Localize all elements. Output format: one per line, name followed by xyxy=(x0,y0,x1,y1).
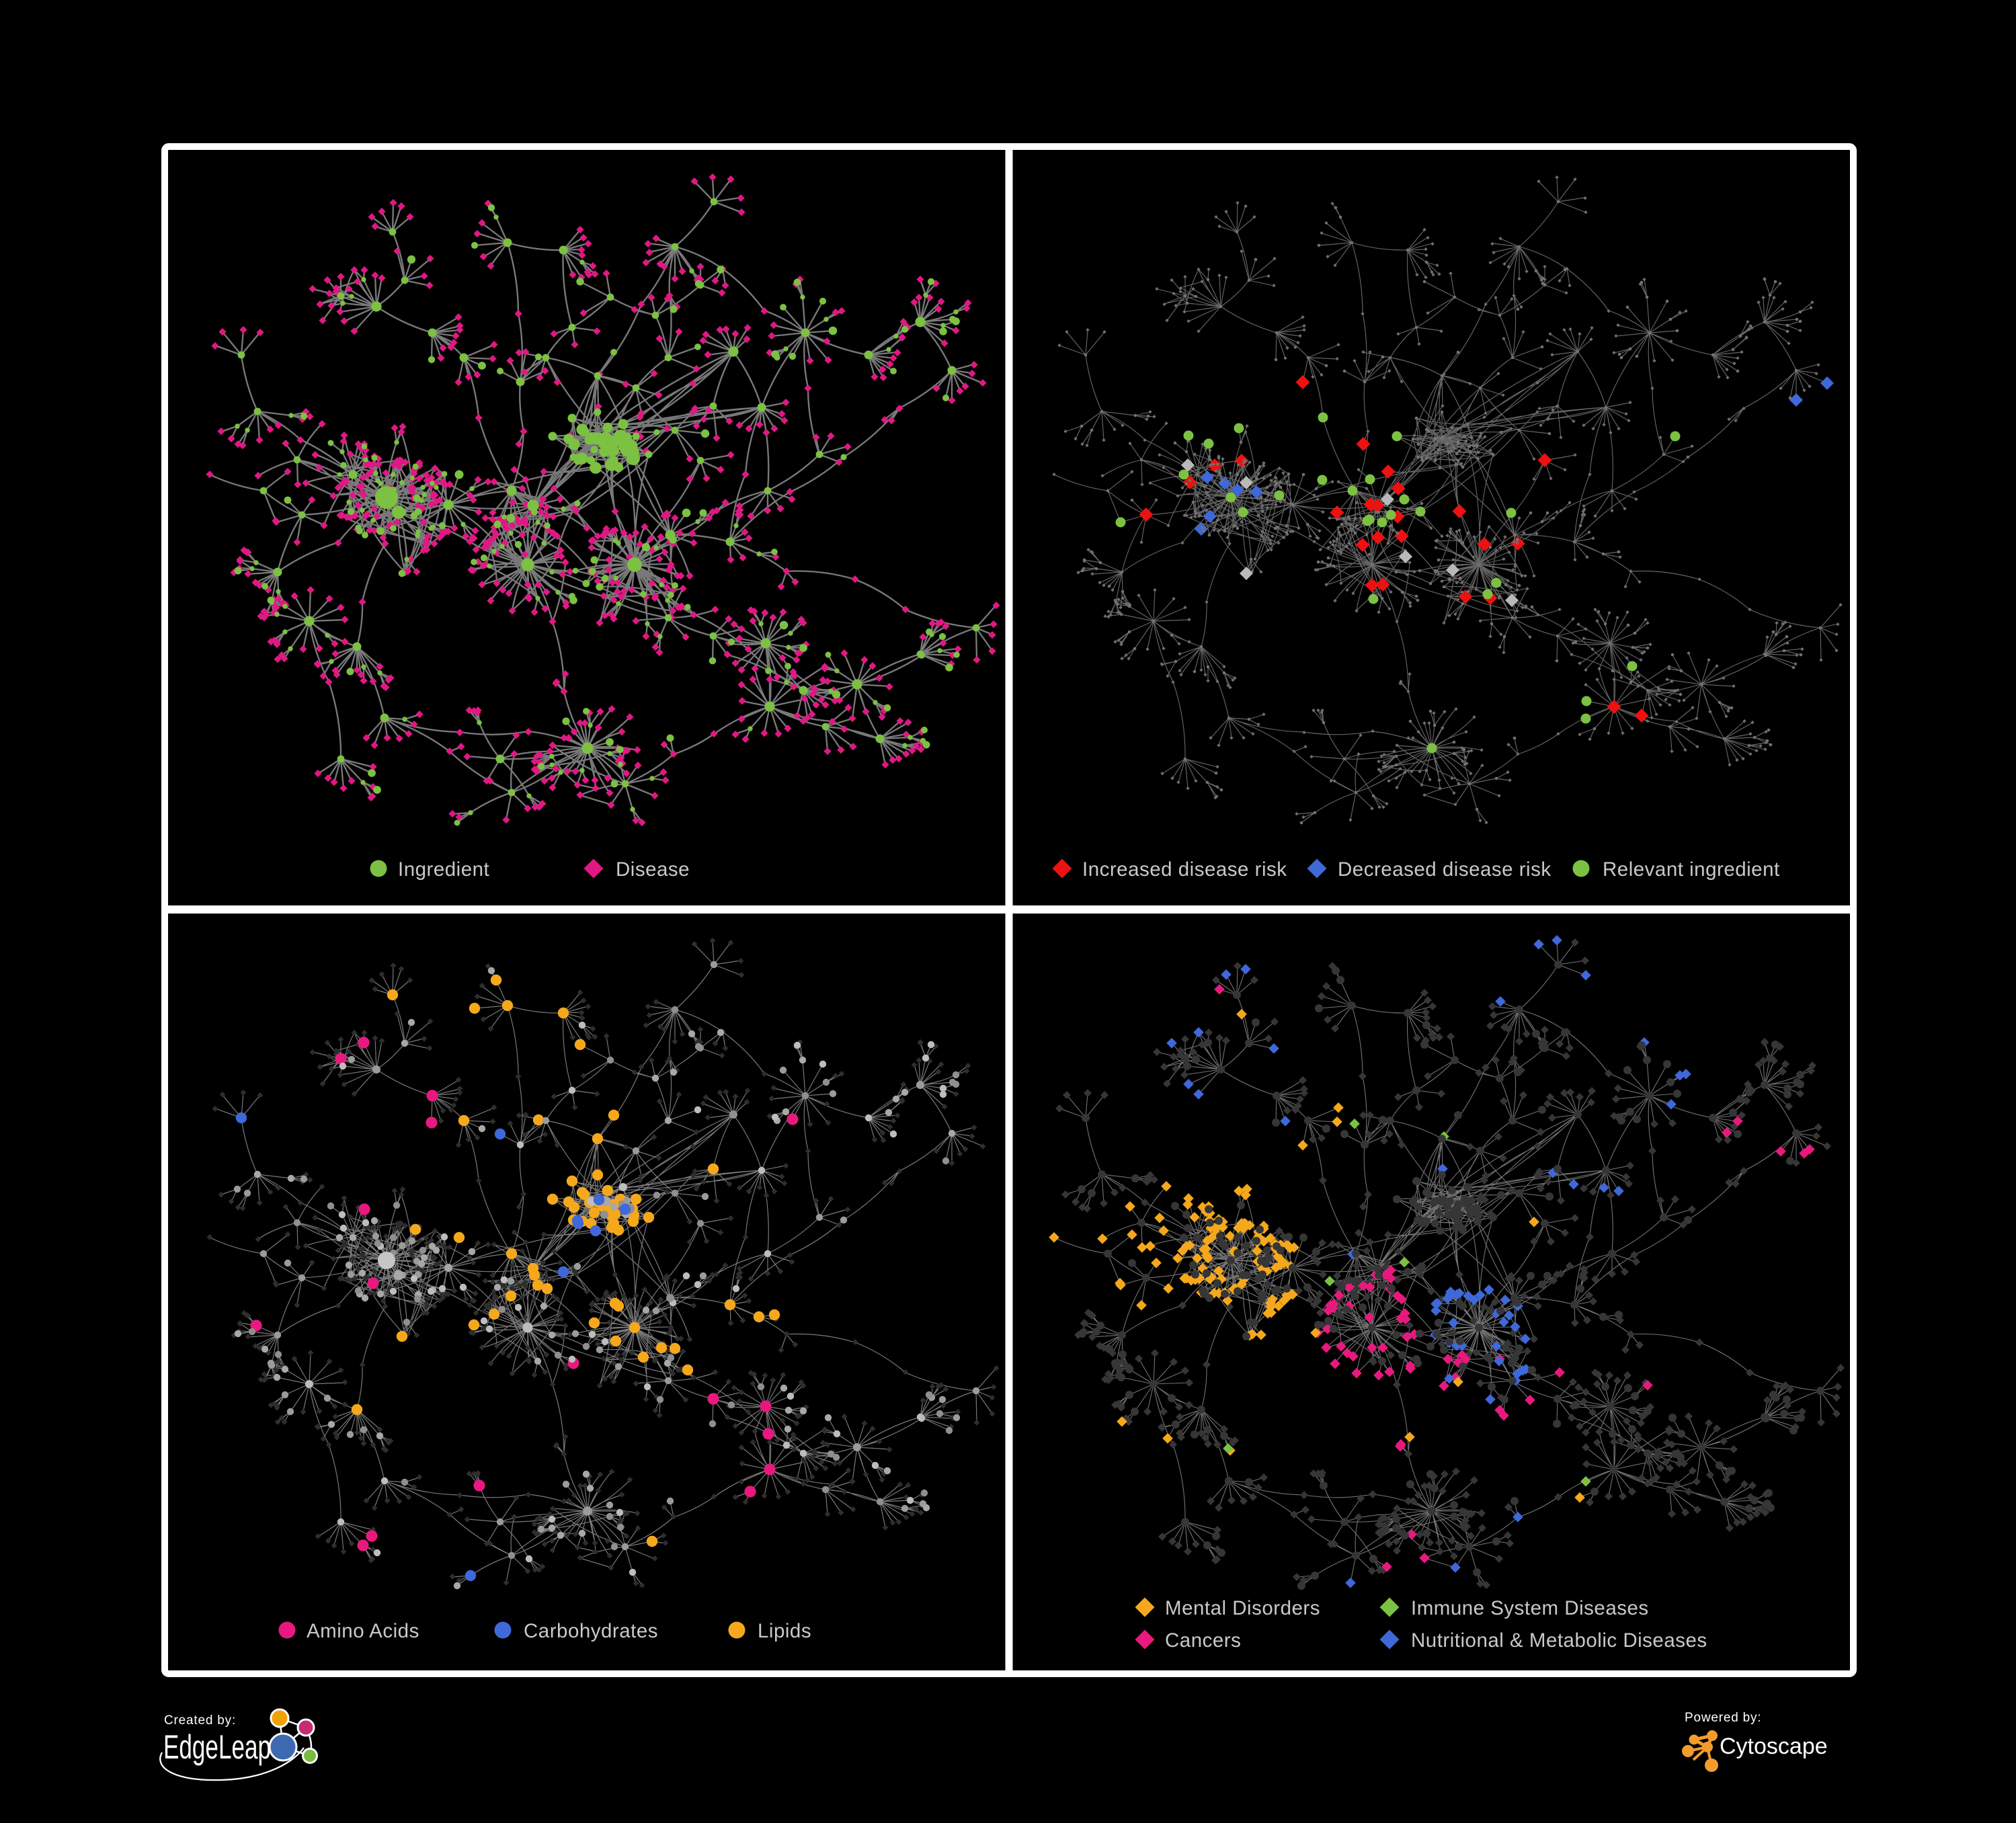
svg-text:Powered by:: Powered by: xyxy=(1685,1711,1761,1725)
svg-text:Disease: Disease xyxy=(616,858,690,881)
svg-text:EdgeLeap: EdgeLeap xyxy=(163,1728,271,1766)
svg-text:Decreased disease risk: Decreased disease risk xyxy=(1338,858,1551,881)
svg-text:Created by:: Created by: xyxy=(164,1713,236,1728)
svg-text:Lipids: Lipids xyxy=(758,1620,811,1642)
svg-text:Nutritional & Metabolic Diseas: Nutritional & Metabolic Diseases xyxy=(1411,1629,1707,1652)
svg-text:Carbohydrates: Carbohydrates xyxy=(524,1620,658,1642)
svg-text:Immune System Diseases: Immune System Diseases xyxy=(1411,1597,1649,1619)
svg-text:Cytoscape: Cytoscape xyxy=(1720,1734,1828,1759)
svg-text:Increased disease risk: Increased disease risk xyxy=(1082,858,1287,881)
svg-text:Relevant ingredient: Relevant ingredient xyxy=(1603,858,1780,881)
svg-text:Cancers: Cancers xyxy=(1165,1629,1241,1652)
svg-text:Ingredient: Ingredient xyxy=(398,858,489,881)
svg-text:Mental Disorders: Mental Disorders xyxy=(1165,1597,1320,1619)
svg-text:Amino Acids: Amino Acids xyxy=(307,1620,419,1642)
